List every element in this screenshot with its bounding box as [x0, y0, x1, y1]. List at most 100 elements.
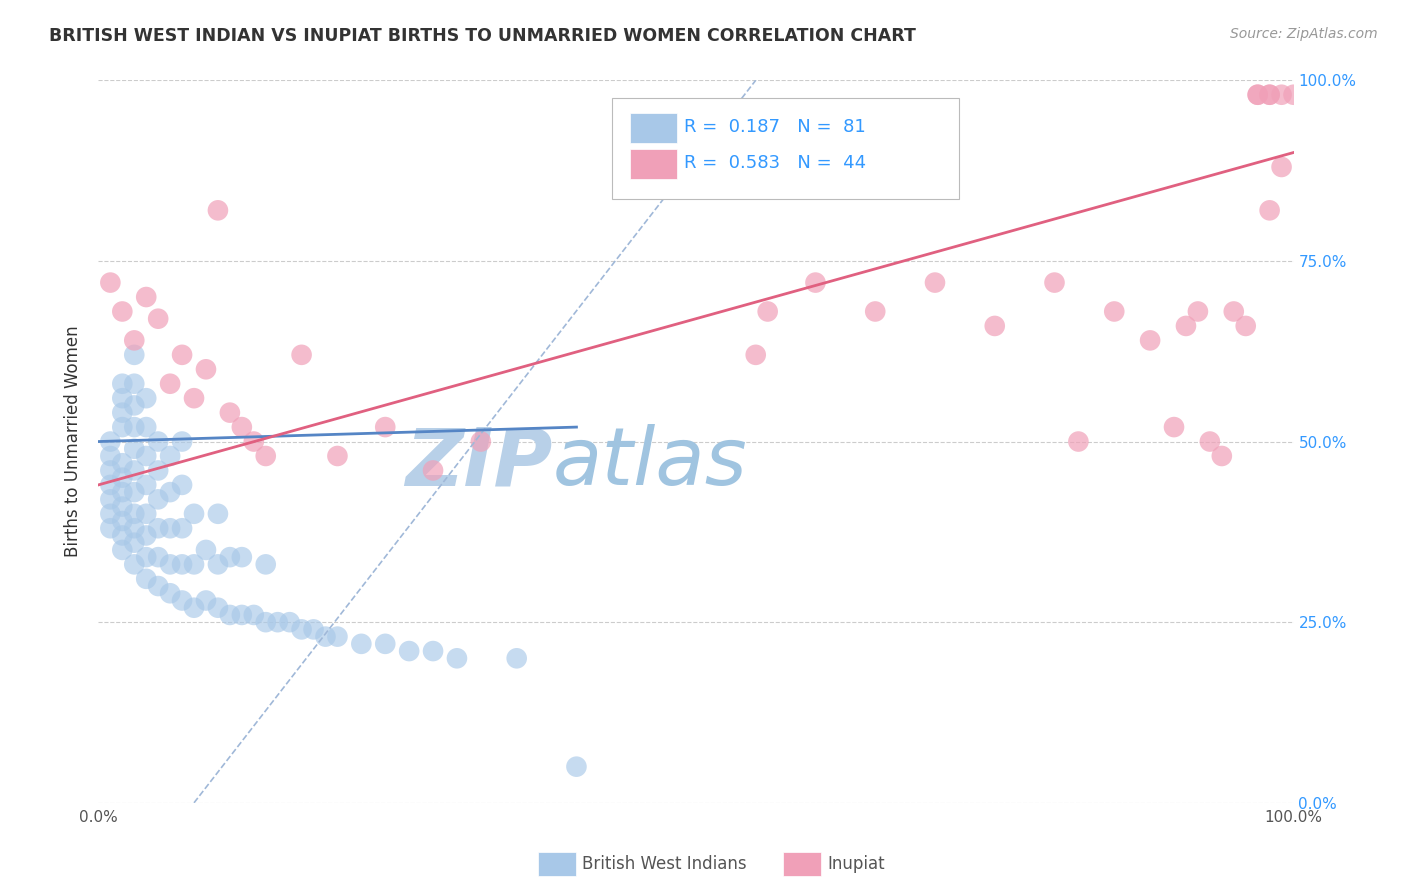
Point [1247, 87, 1270, 102]
Point [135, 572, 157, 586]
Point [98, 521, 122, 535]
Point [172, 434, 194, 449]
Point [207, 507, 229, 521]
Point [326, 630, 349, 644]
Point [98, 276, 122, 290]
Point [374, 420, 396, 434]
Point [148, 434, 170, 449]
Point [1211, 449, 1233, 463]
Point [207, 600, 229, 615]
Point [172, 348, 194, 362]
Point [135, 507, 157, 521]
Point [124, 507, 146, 521]
Point [756, 304, 779, 318]
Text: atlas: atlas [553, 425, 748, 502]
Point [924, 276, 946, 290]
Point [111, 470, 134, 484]
Point [124, 334, 146, 348]
Point [148, 579, 170, 593]
Point [446, 651, 468, 665]
Point [1199, 434, 1222, 449]
Point [350, 637, 373, 651]
Point [172, 558, 194, 572]
Point [159, 558, 181, 572]
Point [1258, 87, 1281, 102]
Point [1282, 87, 1305, 102]
Point [135, 391, 157, 405]
Point [267, 615, 290, 630]
Point [207, 203, 229, 218]
FancyBboxPatch shape [783, 852, 821, 877]
Point [1234, 318, 1257, 333]
Point [231, 550, 253, 565]
Point [470, 434, 492, 449]
Point [231, 420, 253, 434]
Point [111, 406, 134, 420]
Point [804, 276, 827, 290]
FancyBboxPatch shape [613, 98, 959, 200]
FancyBboxPatch shape [538, 852, 576, 877]
Point [1175, 318, 1198, 333]
Point [1139, 334, 1161, 348]
Text: R =  0.583   N =  44: R = 0.583 N = 44 [685, 153, 866, 171]
Point [135, 449, 157, 463]
Point [159, 485, 181, 500]
Point [374, 637, 396, 651]
Point [148, 492, 170, 507]
Point [1271, 87, 1294, 102]
Point [1163, 420, 1185, 434]
Point [315, 630, 337, 644]
Point [111, 500, 134, 514]
Point [135, 528, 157, 542]
Point [291, 623, 314, 637]
Point [745, 348, 768, 362]
FancyBboxPatch shape [630, 112, 676, 143]
Point [111, 485, 134, 500]
Point [219, 406, 242, 420]
Point [124, 348, 146, 362]
Point [124, 376, 146, 391]
Point [148, 550, 170, 565]
Point [326, 449, 349, 463]
Point [1104, 304, 1126, 318]
Point [98, 463, 122, 477]
Point [565, 760, 588, 774]
Point [159, 376, 181, 391]
Point [135, 290, 157, 304]
Point [865, 304, 887, 318]
Text: Inupiat: Inupiat [827, 855, 884, 873]
Point [984, 318, 1007, 333]
FancyBboxPatch shape [630, 149, 676, 179]
Text: British West Indians: British West Indians [582, 855, 747, 873]
Point [111, 528, 134, 542]
Point [135, 550, 157, 565]
Point [183, 507, 205, 521]
Point [111, 542, 134, 557]
Point [172, 478, 194, 492]
Point [183, 600, 205, 615]
Text: R =  0.187   N =  81: R = 0.187 N = 81 [685, 118, 866, 136]
Point [302, 623, 325, 637]
Point [98, 434, 122, 449]
Point [219, 550, 242, 565]
Point [1067, 434, 1090, 449]
Point [291, 348, 314, 362]
Point [111, 376, 134, 391]
Point [98, 449, 122, 463]
Point [183, 558, 205, 572]
Point [1258, 87, 1281, 102]
Point [195, 593, 218, 607]
Point [422, 463, 444, 477]
Point [278, 615, 301, 630]
Point [254, 449, 277, 463]
Point [124, 442, 146, 456]
Point [1223, 304, 1246, 318]
Text: Source: ZipAtlas.com: Source: ZipAtlas.com [1230, 27, 1378, 41]
Point [124, 398, 146, 412]
Point [159, 521, 181, 535]
Point [98, 507, 122, 521]
Point [124, 420, 146, 434]
Point [159, 449, 181, 463]
Point [506, 651, 529, 665]
Point [243, 607, 266, 622]
